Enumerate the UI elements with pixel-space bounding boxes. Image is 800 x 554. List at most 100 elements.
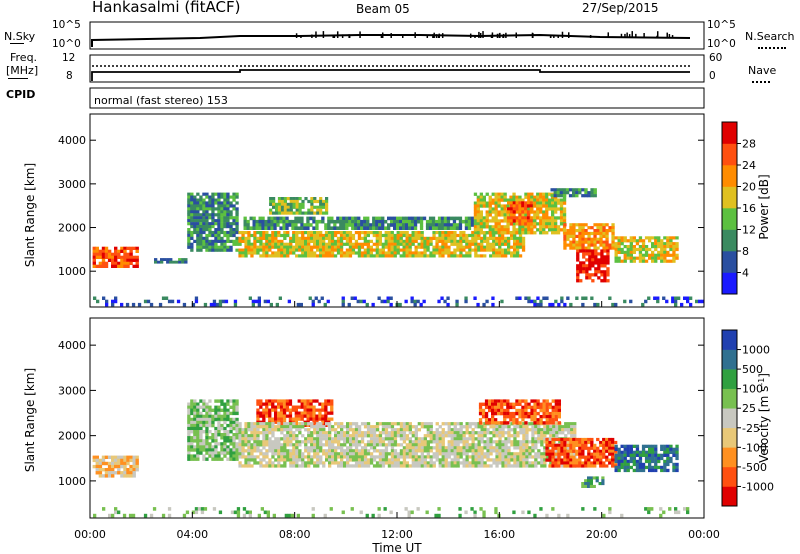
echo-cell <box>369 434 374 438</box>
echo-cell <box>674 296 678 300</box>
echo-cell <box>515 210 519 214</box>
echo-cell <box>438 440 442 444</box>
echo-cell <box>570 434 574 438</box>
echo-cell <box>339 226 343 230</box>
echo-cell <box>319 428 323 432</box>
echo-cell <box>587 237 591 241</box>
echo-cell <box>292 455 296 459</box>
echo-cell <box>375 248 379 252</box>
echo-cell <box>261 223 265 227</box>
echo-cell <box>220 414 224 419</box>
echo-cell <box>266 299 270 304</box>
echo-cell <box>525 443 529 447</box>
echo-cell <box>556 225 561 229</box>
echo-cell <box>319 446 323 450</box>
echo-cell <box>489 449 493 453</box>
echo-cell <box>635 450 640 454</box>
echo-cell <box>578 226 582 230</box>
echo-cell <box>462 248 466 252</box>
echo-cell <box>274 405 278 409</box>
echo-cell <box>660 245 664 249</box>
echo-cell <box>275 211 279 215</box>
echo-cell <box>495 242 499 246</box>
echo-cell <box>229 399 233 403</box>
echo-cell <box>459 239 463 243</box>
echo-cell <box>525 464 529 468</box>
echo-cell <box>265 402 269 406</box>
echo-cell <box>453 458 457 462</box>
echo-cell <box>342 236 347 240</box>
echo-cell <box>423 461 427 465</box>
echo-cell <box>488 219 492 223</box>
echo-cell <box>277 208 282 212</box>
echo-cell <box>327 399 331 403</box>
echo-cell <box>390 428 395 432</box>
echo-cell <box>506 213 510 217</box>
echo-cell <box>304 455 308 459</box>
echo-cell <box>473 201 478 205</box>
echo-cell <box>301 211 305 215</box>
echo-cell <box>381 455 386 459</box>
echo-cell <box>611 243 615 247</box>
echo-cell <box>584 296 588 300</box>
echo-cell <box>626 253 630 257</box>
echo-cell <box>411 434 415 438</box>
echo-cell <box>324 236 329 240</box>
echo-cell <box>501 446 505 450</box>
echo-cell <box>648 256 652 260</box>
echo-cell <box>274 420 278 424</box>
nave-tick-top: 60 <box>709 52 723 64</box>
echo-cell <box>524 204 528 208</box>
echo-cell <box>488 402 492 406</box>
echo-cell <box>307 211 311 215</box>
echo-cell <box>193 408 197 412</box>
echo-cell <box>561 428 565 432</box>
echo-cell <box>229 417 233 422</box>
echo-cell <box>471 464 475 468</box>
echo-cell <box>500 195 504 199</box>
echo-cell <box>306 405 310 409</box>
echo-cell <box>497 219 501 223</box>
echo-cell <box>432 236 436 240</box>
echo-cell <box>543 425 547 429</box>
echo-cell <box>303 411 307 415</box>
echo-cell <box>476 219 480 223</box>
echo-cell <box>354 242 359 246</box>
echo-cell <box>319 199 323 204</box>
echo-cell <box>190 216 194 220</box>
echo-cell <box>330 236 335 240</box>
echo-cell <box>354 425 359 429</box>
echo-cell <box>193 198 197 202</box>
echo-cell <box>289 239 293 243</box>
echo-cell <box>223 225 227 229</box>
echo-cell <box>569 234 573 238</box>
echo-cell <box>509 198 513 202</box>
echo-cell <box>500 405 504 410</box>
echo-cell <box>474 239 478 243</box>
echo-cell <box>295 239 299 243</box>
echo-cell <box>354 434 359 438</box>
echo-cell <box>465 449 469 453</box>
echo-cell <box>232 411 236 416</box>
echo-cell <box>492 440 496 444</box>
echo-cell <box>256 455 260 459</box>
echo-cell <box>351 233 356 238</box>
echo-cell <box>387 254 391 258</box>
echo-cell <box>375 223 379 227</box>
echo-cell <box>288 408 293 412</box>
echo-cell <box>283 425 287 429</box>
echo-cell <box>333 239 338 243</box>
echo-cell <box>644 247 649 252</box>
echo-cell <box>648 468 652 473</box>
echo-cell <box>331 458 335 462</box>
echo-cell <box>581 240 585 244</box>
echo-cell <box>202 201 206 205</box>
echo-cell <box>587 246 591 250</box>
echo-cell <box>471 437 475 441</box>
echo-cell <box>495 458 499 462</box>
echo-cell <box>516 254 520 258</box>
echo-cell <box>310 443 314 447</box>
echo-cell <box>220 236 224 240</box>
echo-cell <box>516 452 520 456</box>
echo-cell <box>453 446 457 450</box>
